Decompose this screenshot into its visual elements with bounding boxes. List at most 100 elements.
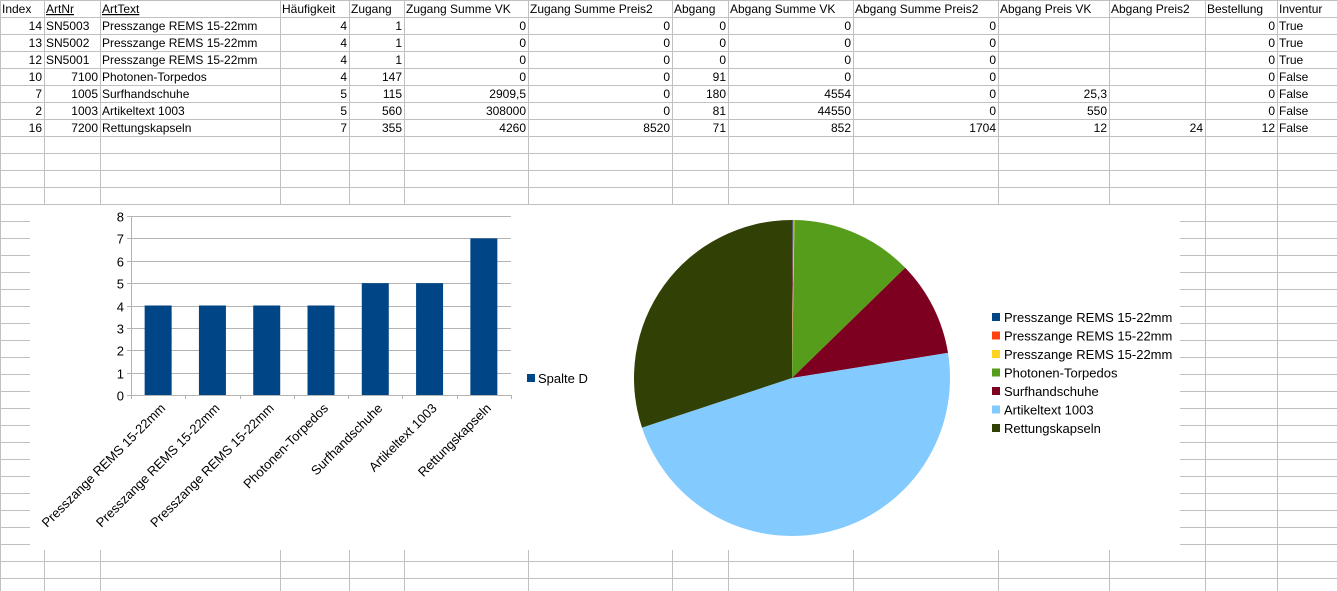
legend-label: Surfhandschuhe <box>1004 384 1099 399</box>
table-cell: 0 <box>719 36 726 50</box>
table-cell: Presszange REMS 15-22mm <box>102 19 257 33</box>
table-cell: 0 <box>663 53 670 67</box>
bar[interactable] <box>198 305 226 396</box>
table-cell: SN5001 <box>46 53 90 67</box>
table-cell: 91 <box>713 70 727 84</box>
pie-slice[interactable] <box>792 267 948 378</box>
y-tick-label: 2 <box>117 344 124 359</box>
table-cell: 2909,5 <box>489 87 526 101</box>
table-cell: 0 <box>844 70 851 84</box>
table-cell: 7100 <box>71 70 98 84</box>
pie-slice[interactable] <box>792 220 906 378</box>
legend-label: Rettungskapseln <box>1004 421 1101 436</box>
bar[interactable] <box>361 283 389 395</box>
table-cell: 0 <box>719 19 726 33</box>
table-cell: Surfhandschuhe <box>102 87 190 101</box>
table-cell: 2 <box>35 104 42 118</box>
legend-swatch <box>992 350 1000 358</box>
pie-slice[interactable] <box>792 220 795 378</box>
table-cell: False <box>1279 70 1309 84</box>
table-cell: 12 <box>29 53 43 67</box>
table-cell: 0 <box>844 36 851 50</box>
table-cell: 0 <box>844 53 851 67</box>
table-cell: 0 <box>1268 19 1275 33</box>
table-cell: 12 <box>1094 121 1108 135</box>
table-cell: 1704 <box>969 121 996 135</box>
column-header: Bestellung <box>1207 2 1263 16</box>
table-cell: False <box>1279 121 1309 135</box>
y-tick-label: 7 <box>117 232 124 247</box>
column-header: Abgang Summe Preis2 <box>855 2 979 16</box>
y-tick-label: 5 <box>117 277 124 292</box>
table-cell: 5 <box>340 104 347 118</box>
table-cell: 1 <box>395 53 402 67</box>
table-cell: 1 <box>395 19 402 33</box>
legend-label: Presszange REMS 15-22mm <box>1004 329 1172 344</box>
y-tick-label: 8 <box>117 210 124 225</box>
table-cell: 0 <box>663 104 670 118</box>
column-header: Index <box>2 2 31 16</box>
table-cell: 0 <box>663 19 670 33</box>
pie-slice[interactable] <box>792 220 793 378</box>
table-cell: 0 <box>989 53 996 67</box>
table-cell: 44550 <box>818 104 852 118</box>
table-cell: 1 <box>395 36 402 50</box>
table-cell: 0 <box>1268 70 1275 84</box>
table-cell: False <box>1279 87 1309 101</box>
table-cell: 0 <box>1268 104 1275 118</box>
table-cell: 25,3 <box>1084 87 1108 101</box>
table-cell: 0 <box>519 19 526 33</box>
table-cell: 81 <box>713 104 727 118</box>
table-cell: 115 <box>383 87 402 101</box>
table-cell: 0 <box>989 19 996 33</box>
legend-label: Artikeltext 1003 <box>1004 403 1094 418</box>
table-cell: 4260 <box>499 121 526 135</box>
table-cell: 0 <box>663 70 670 84</box>
chart-area[interactable]: 0 1 2 3 4 5 6 7 8 Presszange REMS 15-22mm Presszan… <box>30 205 1180 550</box>
legend-swatch <box>992 331 1000 340</box>
pie-slice[interactable] <box>641 352 951 537</box>
table-cell: 0 <box>519 53 526 67</box>
bar[interactable] <box>307 305 335 396</box>
legend-swatch <box>992 424 1000 432</box>
bar[interactable] <box>144 305 172 396</box>
table-cell: 0 <box>989 36 996 50</box>
table-cell: Rettungskapseln <box>102 121 191 135</box>
legend-label: Presszange REMS 15-22mm <box>1004 310 1172 325</box>
table-cell: 0 <box>1268 87 1275 101</box>
column-header: Häufigkeit <box>282 2 336 16</box>
table-cell: 4554 <box>824 87 851 101</box>
table-cell: 0 <box>1268 53 1275 67</box>
table-cell: 14 <box>29 19 43 33</box>
column-header: ArtNr <box>46 2 74 16</box>
table-cell: 4 <box>340 36 347 50</box>
bar[interactable] <box>416 283 444 395</box>
table-cell: False <box>1279 104 1309 118</box>
table-cell: 8520 <box>643 121 670 135</box>
table-cell: True <box>1279 19 1304 33</box>
legend-label: Photonen-Torpedos <box>1004 366 1118 381</box>
bar[interactable] <box>253 305 281 396</box>
bar[interactable] <box>470 238 498 395</box>
table-cell: SN5002 <box>46 36 90 50</box>
pie-slice[interactable] <box>792 220 794 378</box>
column-header: Zugang <box>351 2 392 16</box>
table-cell: Presszange REMS 15-22mm <box>102 36 257 50</box>
pie-slice[interactable] <box>634 220 792 428</box>
y-tick-label: 0 <box>117 389 124 404</box>
legend-swatch <box>527 374 535 382</box>
table-cell: 560 <box>382 104 402 118</box>
table-cell: 0 <box>989 70 996 84</box>
table-cell: 4 <box>340 70 347 84</box>
table-cell: 0 <box>519 36 526 50</box>
y-tick-label: 4 <box>117 300 124 315</box>
table-cell: 0 <box>663 87 670 101</box>
table-cell: 5 <box>340 87 347 101</box>
column-header: Abgang Summe VK <box>730 2 835 16</box>
table-cell: 4 <box>340 19 347 33</box>
table-cell: Photonen-Torpedos <box>102 70 207 84</box>
table-cell: 1005 <box>71 87 98 101</box>
column-header: Zugang Summe VK <box>406 2 511 16</box>
y-tick-label: 1 <box>117 367 124 382</box>
